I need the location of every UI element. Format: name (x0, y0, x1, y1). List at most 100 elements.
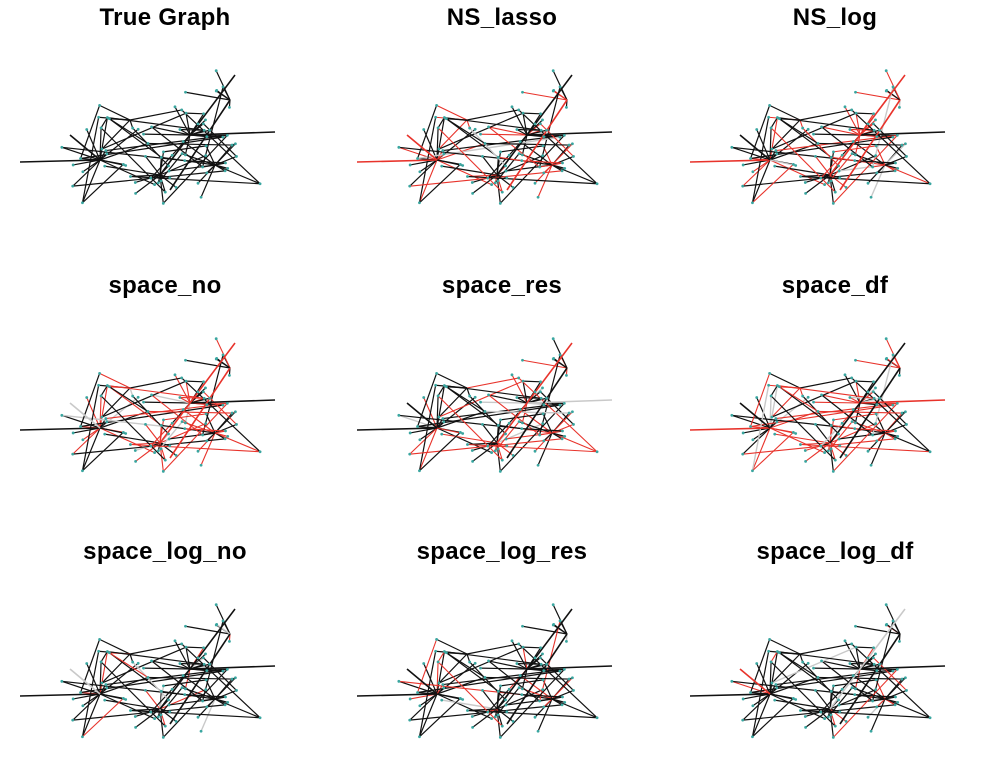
graph-node (755, 662, 758, 665)
graph-node (542, 705, 545, 708)
true-edge (885, 433, 930, 452)
true-edge (144, 402, 190, 403)
true-edge (483, 424, 497, 443)
graph-node (572, 155, 575, 158)
graph-node (201, 166, 204, 169)
graph-node (224, 703, 227, 706)
graph-node (905, 689, 908, 692)
graph-node (794, 432, 797, 435)
graph-node (891, 404, 894, 407)
graph-node (741, 719, 744, 722)
false-positive-edge (437, 428, 463, 433)
graph-node (512, 720, 515, 723)
graph-node (542, 678, 545, 681)
graph-node (181, 152, 184, 155)
graph-node (97, 384, 100, 387)
graph-node (885, 357, 888, 360)
graph-node (545, 397, 548, 400)
panel-space-no: space_no (0, 268, 330, 516)
graph-node (823, 717, 826, 720)
graph-node (872, 122, 875, 125)
graph-node (838, 444, 841, 447)
graph-node (853, 427, 856, 430)
graph-node (508, 422, 511, 425)
graph-node (841, 422, 844, 425)
graph-node (751, 469, 754, 472)
graph-node (97, 116, 100, 119)
graph-node (445, 651, 448, 654)
graph-node (817, 676, 820, 679)
graph-node (751, 704, 754, 707)
graph-node (174, 105, 177, 108)
graph-node (228, 640, 231, 643)
true-edge (100, 694, 126, 699)
graph-node (558, 404, 561, 407)
graph-node (183, 427, 186, 430)
graph-node (774, 149, 777, 152)
false-positive-edge (215, 433, 260, 452)
true-edge (552, 699, 597, 718)
graph-node (891, 136, 894, 139)
graph-node (235, 155, 238, 158)
graph-node (222, 620, 225, 623)
graph-node (171, 422, 174, 425)
graph-node (794, 698, 797, 701)
graph-node (60, 680, 63, 683)
graph-node (901, 412, 904, 415)
graph-node (512, 454, 515, 457)
graph-node (103, 165, 106, 168)
graph-node (522, 646, 525, 649)
graph-node (440, 165, 443, 168)
graph-node (182, 140, 185, 143)
graph-node (222, 86, 225, 89)
graph-node (542, 135, 545, 138)
graph-node (844, 105, 847, 108)
graph-node (104, 149, 107, 152)
false-positive-edge (519, 378, 597, 452)
graph-node (434, 650, 437, 653)
graph-node (208, 663, 211, 666)
graph-node (81, 438, 84, 441)
graph-node (885, 623, 888, 626)
graph-node (481, 155, 484, 158)
graph-node (144, 689, 147, 692)
graph-node (486, 177, 489, 180)
panel-ns-log: NS_log (670, 0, 1000, 248)
graph-node (871, 700, 874, 703)
graph-node (437, 126, 440, 129)
graph-node (105, 152, 108, 155)
false-positive-edge (816, 156, 830, 175)
graph-node (568, 678, 571, 681)
graph-node (445, 385, 448, 388)
graph-node (168, 710, 171, 713)
graph-node (408, 185, 411, 188)
graph-node (184, 687, 187, 690)
graph-node (215, 357, 218, 360)
graph-node (224, 162, 227, 165)
graph-node (894, 703, 897, 706)
graph-node (184, 153, 187, 156)
graph-node (755, 128, 758, 131)
graph-node (434, 384, 437, 387)
graph-node (204, 653, 207, 656)
graph-node (874, 119, 877, 122)
graph-node (519, 408, 522, 411)
graph-node (855, 112, 858, 115)
graph-node (499, 684, 502, 687)
true-edge (852, 110, 930, 184)
graph-node (563, 402, 566, 405)
graph-node (205, 669, 208, 672)
graph-node (515, 396, 518, 399)
graph-node (807, 662, 810, 665)
graph-node (168, 170, 171, 173)
graph-node (522, 380, 525, 383)
graph-node (79, 425, 82, 428)
graph-node (874, 422, 877, 425)
graph-node (534, 182, 537, 185)
graph-node (167, 698, 170, 701)
graph-node (804, 449, 807, 452)
graph-node (852, 674, 855, 677)
network-graph (670, 574, 1000, 774)
graph-node (867, 182, 870, 185)
graph-node (850, 643, 853, 646)
